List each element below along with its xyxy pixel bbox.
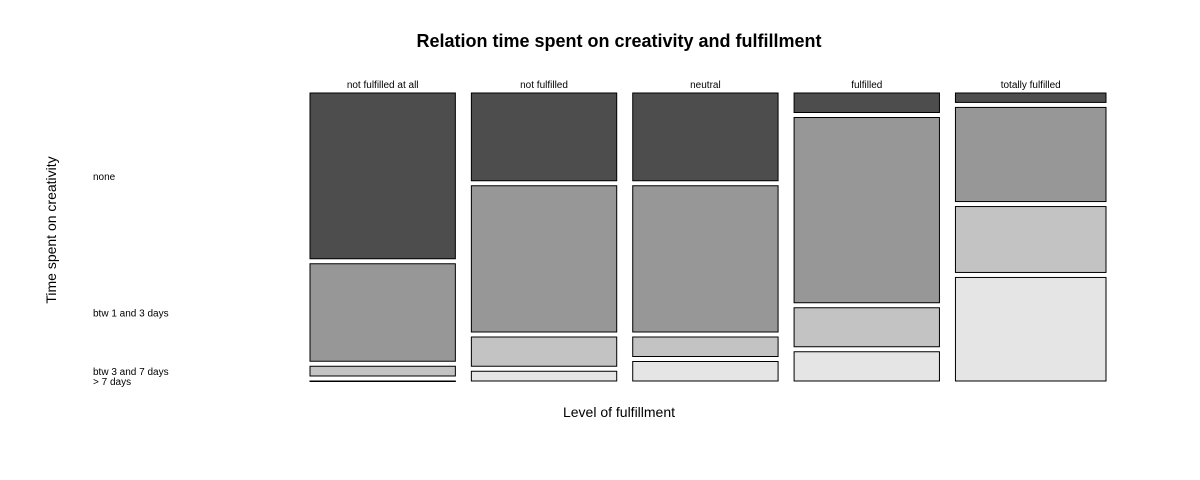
mosaic-tile — [632, 185, 779, 333]
mosaic-tile — [470, 336, 618, 367]
mosaic-tile — [793, 307, 940, 348]
mosaic-tile — [470, 185, 618, 333]
mosaic-tile — [632, 92, 779, 182]
mosaic-tile — [954, 106, 1107, 203]
column-label: fulfilled — [851, 80, 882, 91]
chart-title: Relation time spent on creativity and fu… — [416, 31, 821, 51]
mosaic-tile — [470, 370, 618, 382]
row-labels: none btw 1 and 3 days btw 3 and 7 days> 7 … — [93, 172, 169, 388]
mosaic-tile — [632, 336, 779, 357]
mosaic-tile — [470, 92, 618, 182]
column-label: not fulfilled — [520, 80, 568, 91]
mosaic-tile — [793, 351, 940, 382]
column-labels: not fulfilled at all not fulfilled neutral… — [347, 80, 1061, 91]
x-axis-label: Level of fulfillment — [563, 404, 675, 420]
row-label: > 7 days — [93, 377, 131, 388]
mosaic-tile — [309, 263, 456, 362]
row-label: btw 1 and 3 days — [93, 309, 169, 320]
mosaic-tile — [954, 206, 1107, 273]
column-label: neutral — [690, 80, 721, 91]
y-axis-label: Time spent on creativity — [43, 156, 59, 303]
mosaic-tile — [309, 365, 456, 377]
mosaic-tile — [632, 361, 779, 382]
mosaic-tiles — [309, 92, 1107, 382]
mosaic-tile — [954, 92, 1107, 103]
mosaic-tile — [793, 92, 940, 113]
row-label: none — [93, 172, 116, 183]
row-label: btw 3 and 7 days — [93, 367, 169, 378]
mosaic-tile — [309, 92, 456, 260]
column-label: totally fulfilled — [1001, 80, 1061, 91]
mosaic-tile — [954, 276, 1107, 382]
column-label: not fulfilled at all — [347, 80, 419, 91]
mosaic-tile — [309, 380, 456, 382]
mosaic-tile — [793, 117, 940, 304]
